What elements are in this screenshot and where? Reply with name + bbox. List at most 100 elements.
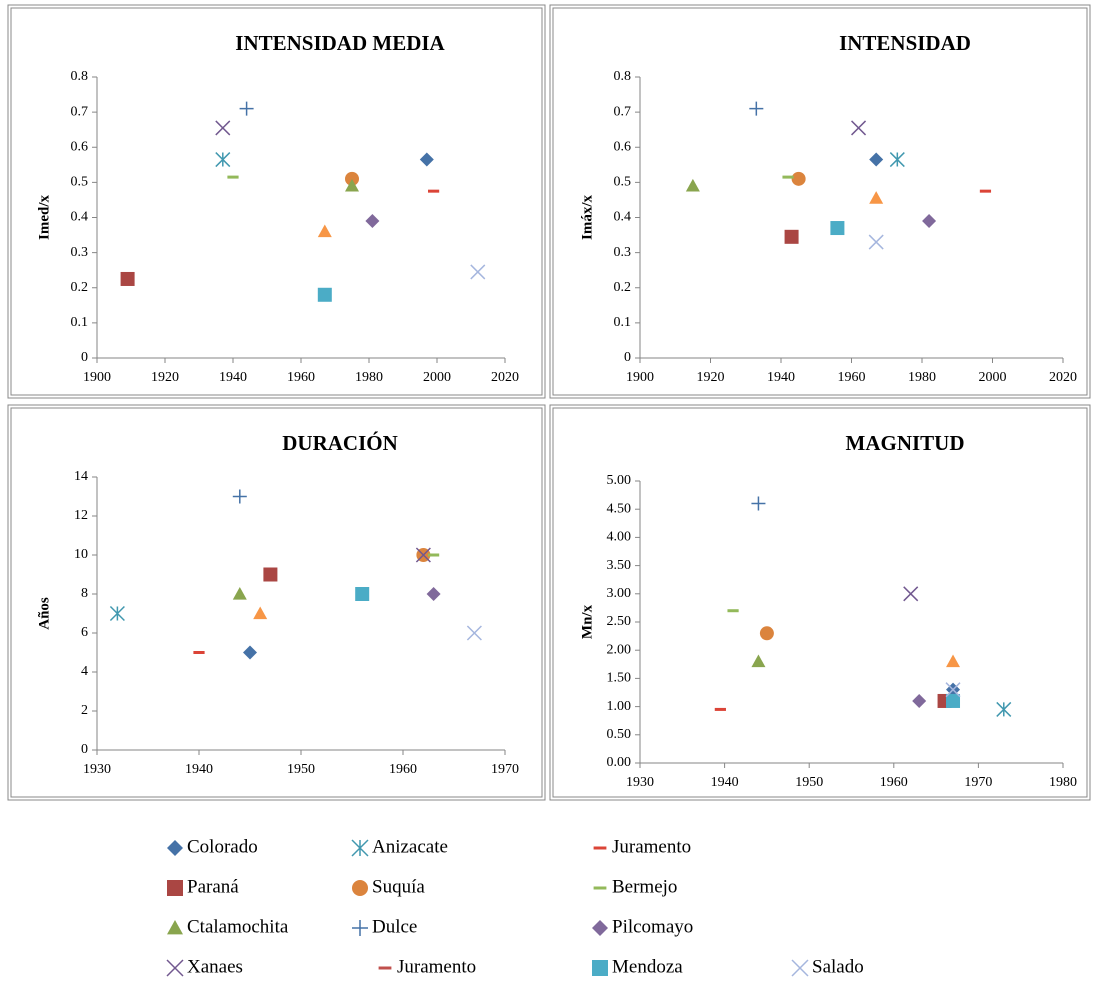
x-tick-label: 1980: [908, 370, 936, 385]
legend-label: Ctalamochita: [187, 916, 289, 937]
point: [714, 707, 726, 711]
x-tick-label: 1900: [83, 370, 111, 385]
point: [751, 496, 766, 511]
y-tick-label: 0.7: [71, 104, 89, 119]
point: [426, 587, 441, 601]
panel-border: [552, 407, 1088, 798]
y-tick-label: 0.3: [614, 245, 632, 260]
y-tick-label: 0.4: [614, 210, 632, 225]
y-tick-label: 0.1: [71, 315, 89, 330]
point: [782, 175, 794, 179]
point: [120, 271, 135, 286]
y-tick-label: 4.50: [607, 501, 632, 516]
point: [749, 101, 764, 116]
y-tick-label: 4: [81, 664, 88, 679]
y-tick-label: 0.5: [71, 175, 89, 190]
point: [243, 645, 257, 660]
chart-title: MAGNITUD: [846, 431, 965, 455]
y-axis-label: Imed/x: [36, 195, 52, 241]
point: [889, 152, 905, 168]
y-tick-label: 3.50: [607, 558, 632, 573]
point: [470, 264, 486, 280]
y-tick-label: 0.6: [71, 139, 89, 154]
legend-marker: [167, 880, 183, 896]
x-tick-label: 2000: [979, 370, 1007, 385]
y-tick-label: 1.50: [607, 671, 632, 686]
x-tick-label: 2020: [1049, 370, 1077, 385]
y-tick-label: 0.8: [71, 69, 89, 84]
legend-marker: [593, 886, 607, 890]
point: [869, 191, 884, 204]
point: [317, 287, 332, 302]
y-tick-label: 0.8: [614, 69, 632, 84]
point: [868, 234, 884, 250]
legend-label: Juramento: [612, 836, 691, 857]
panel-border: [549, 4, 1091, 399]
x-tick-label: 1970: [491, 762, 519, 777]
point: [869, 152, 884, 167]
y-tick-label: 0.00: [607, 755, 632, 770]
panel-border: [552, 7, 1088, 396]
legend-marker: [352, 920, 368, 936]
point: [466, 625, 482, 641]
x-tick-label: 1960: [880, 775, 908, 790]
point: [979, 189, 992, 193]
y-tick-label: 0.5: [614, 175, 632, 190]
y-tick-label: 0.3: [71, 245, 89, 260]
legend-marker: [791, 959, 809, 977]
x-tick-label: 1920: [151, 370, 179, 385]
legend-label: Xanaes: [187, 956, 243, 977]
x-tick-label: 1940: [767, 370, 795, 385]
y-tick-label: 2.00: [607, 642, 632, 657]
legend-marker: [167, 840, 183, 856]
point: [419, 152, 434, 167]
legend-label: Suquía: [372, 876, 425, 897]
y-tick-label: 0.1: [614, 315, 632, 330]
point: [317, 224, 332, 238]
y-axis-label: Mn/x: [579, 604, 595, 639]
chart-title: INTENSIDAD: [839, 31, 971, 55]
y-tick-label: 12: [74, 508, 88, 523]
legend-label: Bermejo: [612, 876, 677, 897]
point: [996, 701, 1012, 717]
point: [903, 586, 919, 602]
panel-border: [7, 4, 546, 399]
point: [946, 693, 961, 708]
y-tick-label: 6: [81, 625, 88, 640]
y-tick-label: 2: [81, 703, 88, 718]
point: [355, 587, 370, 601]
y-tick-label: 4.00: [607, 530, 632, 545]
point: [365, 214, 380, 229]
legend-marker: [593, 846, 607, 850]
y-tick-label: 10: [74, 547, 88, 562]
y-tick-label: 5.00: [607, 473, 632, 488]
y-tick-label: 0.6: [614, 139, 632, 154]
legend-marker: [352, 880, 368, 896]
point: [784, 229, 799, 244]
y-tick-label: 0.2: [71, 280, 89, 295]
y-tick-label: 0.4: [71, 210, 89, 225]
legend-label: Juramento: [397, 956, 476, 977]
point: [345, 171, 359, 186]
x-tick-label: 1900: [626, 370, 654, 385]
legend-label: Paraná: [187, 876, 239, 897]
legend-marker: [592, 960, 608, 976]
point: [415, 547, 431, 563]
point: [851, 120, 867, 136]
legend-label: Salado: [812, 956, 864, 977]
point: [759, 626, 774, 641]
point: [945, 682, 961, 698]
point: [791, 171, 806, 186]
panel-border: [10, 407, 543, 798]
x-tick-label: 1950: [795, 775, 823, 790]
y-tick-label: 0: [81, 350, 88, 365]
y-tick-label: 8: [81, 586, 88, 601]
x-tick-label: 1960: [838, 370, 866, 385]
x-tick-label: 2000: [423, 370, 451, 385]
point: [263, 567, 278, 582]
point: [428, 189, 440, 193]
y-tick-label: 1.00: [607, 699, 632, 714]
point: [922, 214, 937, 229]
legend-label: Colorado: [187, 836, 258, 857]
